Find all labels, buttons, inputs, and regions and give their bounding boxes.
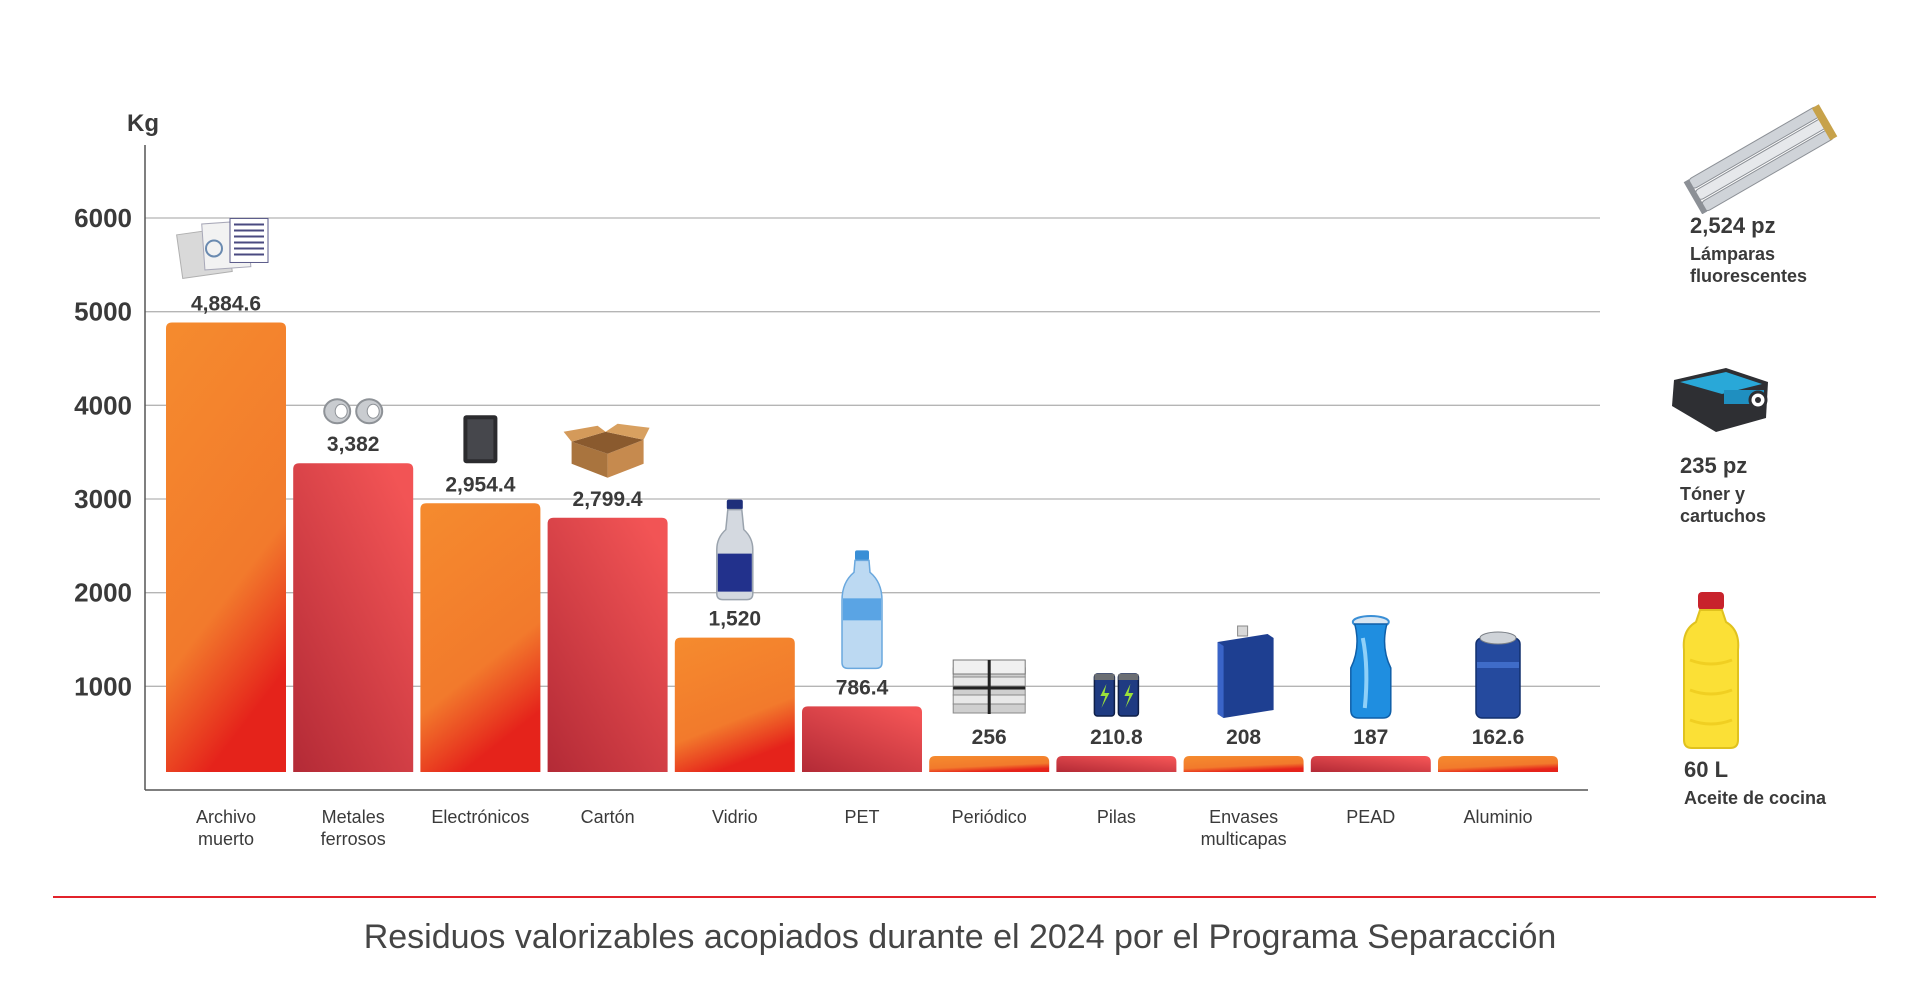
- divider-line: [53, 896, 1876, 898]
- batteries-icon: [1093, 673, 1140, 717]
- oil-bottle-icon: [1682, 592, 1740, 749]
- chart-caption: Residuos valorizables acopiados durante …: [363, 918, 1557, 956]
- bar-value-label: 4,884.6: [191, 292, 261, 315]
- newspaper-bundle-icon: [952, 659, 1026, 714]
- aluminum-can-icon: [1475, 631, 1521, 719]
- oil-value: 60 L: [1684, 757, 1729, 782]
- bar: [802, 706, 922, 772]
- metal-pipes-icon: [323, 398, 384, 425]
- category-label: PET: [844, 807, 879, 827]
- category-label: PEAD: [1346, 807, 1395, 827]
- category-label: Vidrio: [712, 807, 758, 827]
- bar: [1056, 756, 1177, 772]
- bar: [929, 756, 1050, 772]
- tablet-icon: [463, 415, 498, 464]
- bars: [166, 322, 1558, 772]
- toner-value: 235 pz: [1680, 453, 1748, 478]
- bar: [1438, 756, 1558, 772]
- fluorescent-tubes-icon: [1683, 104, 1838, 215]
- oil-label: Aceite de cocina: [1684, 788, 1827, 808]
- category-label: Cartón: [581, 807, 635, 827]
- y-tick-label: 4000: [74, 390, 132, 420]
- bar-value-label: 786.4: [836, 676, 889, 699]
- category-label: Archivo muerto: [196, 807, 256, 849]
- tetrapak-icon: [1217, 625, 1274, 718]
- lamps-label: Lámparas fluorescentes: [1690, 244, 1808, 286]
- bar: [1183, 756, 1304, 772]
- category-label: Envases multicapas: [1201, 807, 1287, 849]
- axes: 1000 2000 3000 4000 5000 6000: [74, 145, 1588, 791]
- bar-icons: [176, 217, 1521, 719]
- bar-value-label: 256: [972, 726, 1007, 749]
- bar: [420, 503, 541, 772]
- bar-value-label: 162.6: [1472, 726, 1525, 749]
- category-label: Aluminio: [1463, 807, 1532, 827]
- bar: [674, 637, 795, 772]
- lamps-value: 2,524 pz: [1690, 213, 1776, 238]
- y-axis-label: Kg: [127, 110, 159, 137]
- bar: [293, 463, 414, 772]
- bar-value-label: 2,954.4: [445, 473, 515, 496]
- bar-value-label: 210.8: [1090, 726, 1143, 749]
- y-tick-label: 6000: [74, 203, 132, 233]
- bar-chart: 1000 2000 3000 4000 5000 6000 4,884.6 3,382 2,9…: [74, 110, 1600, 849]
- category-labels: Archivo muerto Metales ferrosos Electrónicos…: [196, 807, 1533, 849]
- category-label: Periódico: [952, 807, 1027, 827]
- bar: [547, 517, 668, 772]
- bar-value-label: 2,799.4: [573, 488, 643, 511]
- documents-icon: [176, 217, 269, 280]
- y-tick-label: 5000: [74, 297, 132, 327]
- side-item-lamps: 2,524 pz Lámparas fluorescentes: [1678, 104, 1918, 287]
- side-item-toner: 235 pz Tóner y cartuchos: [1666, 360, 1906, 527]
- cardboard-box-icon: [563, 423, 650, 478]
- glass-bottle-icon: [716, 499, 754, 601]
- bar-value-label: 1,520: [709, 608, 762, 631]
- side-item-oil: 60 L Aceite de cocina: [1676, 590, 1916, 809]
- hdpe-bottle-icon: [1350, 615, 1392, 719]
- toner-cartridge-icon: [1672, 368, 1768, 432]
- y-tick-label: 1000: [74, 671, 132, 701]
- category-label: Metales ferrosos: [321, 807, 386, 849]
- category-label: Pilas: [1097, 807, 1136, 827]
- y-tick-label: 3000: [74, 484, 132, 514]
- bar-value-label: 187: [1353, 726, 1388, 749]
- value-labels: 4,884.6 3,382 2,954.4 2,799.4 1,520 786.4 256 2…: [191, 292, 1524, 749]
- pet-bottle-icon: [841, 550, 883, 670]
- category-label: Electrónicos: [431, 807, 529, 827]
- bar: [166, 322, 286, 772]
- bar-value-label: 3,382: [327, 433, 380, 456]
- bar-value-label: 208: [1226, 726, 1261, 749]
- y-tick-label: 2000: [74, 578, 132, 608]
- toner-label: Tóner y cartuchos: [1680, 484, 1767, 526]
- bar: [1310, 756, 1431, 772]
